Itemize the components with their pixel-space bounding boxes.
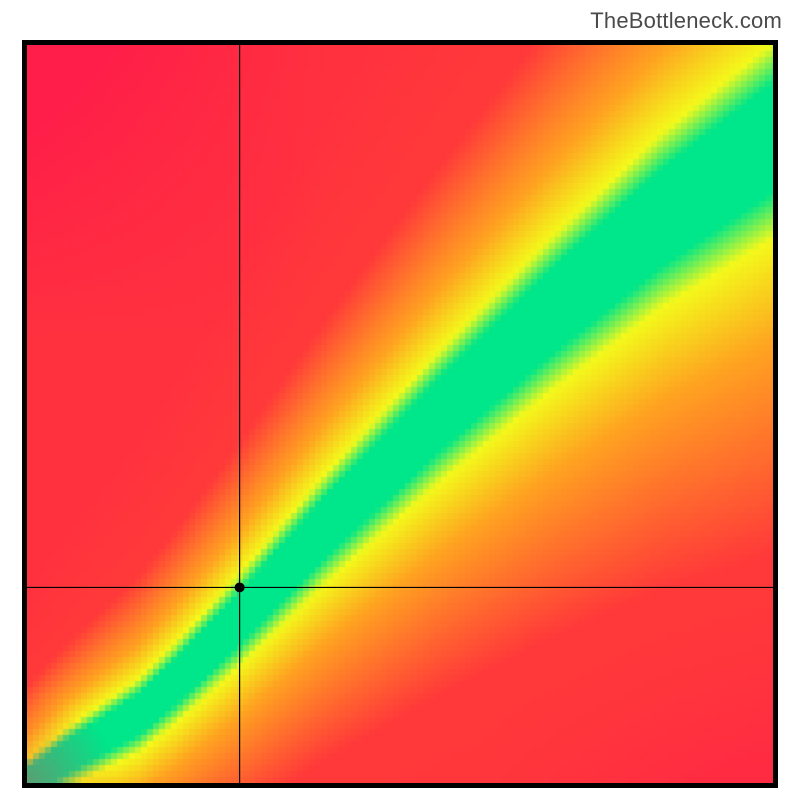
heatmap-canvas	[27, 45, 773, 783]
bottleneck-heatmap	[22, 40, 778, 788]
watermark-text: TheBottleneck.com	[590, 8, 782, 34]
